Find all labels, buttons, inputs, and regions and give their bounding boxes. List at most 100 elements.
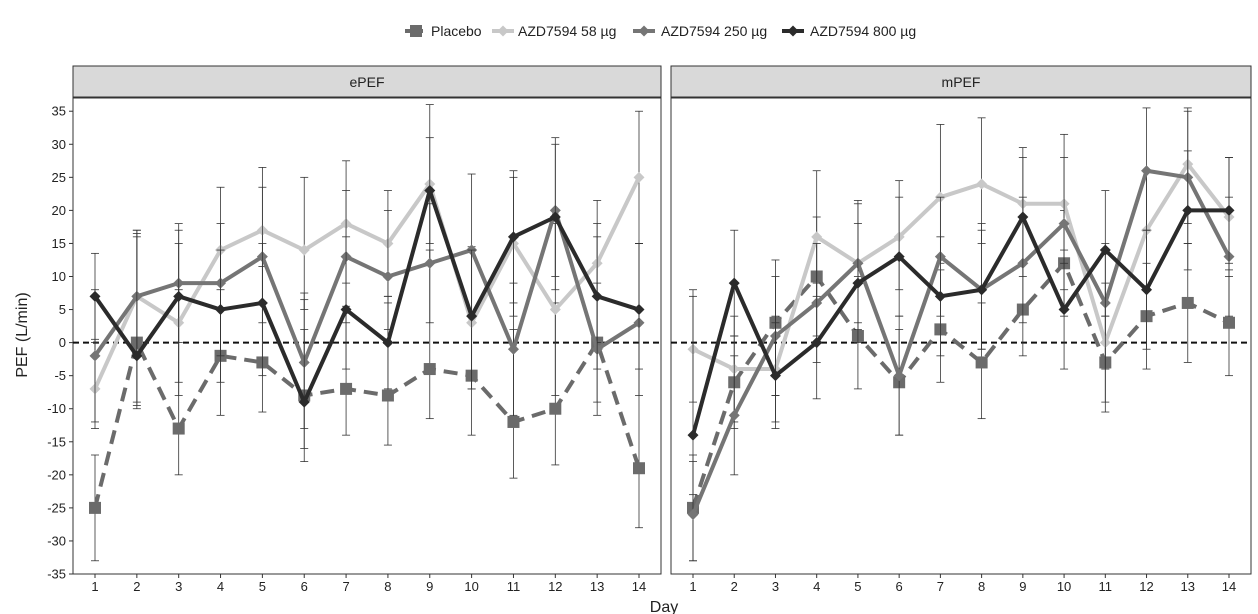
- legend-item: AZD7594 800 µg: [782, 23, 916, 39]
- data-point: [549, 304, 561, 316]
- y-tick-label: 0: [59, 335, 66, 350]
- data-point: [256, 297, 268, 309]
- data-point: [811, 337, 823, 349]
- data-point: [382, 337, 394, 349]
- legend-label: AZD7594 800 µg: [810, 23, 916, 39]
- data-point: [89, 290, 101, 302]
- x-tick-label: 2: [133, 579, 140, 594]
- data-point: [811, 231, 823, 243]
- x-tick-label: 3: [175, 579, 182, 594]
- data-point: [852, 277, 864, 289]
- x-tick-label: 1: [91, 579, 98, 594]
- x-tick-label: 12: [1139, 579, 1153, 594]
- data-point: [507, 343, 519, 355]
- data-point: [89, 350, 101, 362]
- x-tick-label: 7: [342, 579, 349, 594]
- data-point: [89, 501, 101, 514]
- data-point: [687, 509, 699, 520]
- legend-label: AZD7594 58 µg: [518, 23, 616, 39]
- data-point: [633, 462, 645, 475]
- series-azd7594-800-g: [89, 137, 645, 463]
- data-point: [424, 257, 436, 269]
- series-line: [93, 208, 641, 365]
- data-point: [975, 356, 988, 369]
- x-tick-label: 5: [259, 579, 266, 594]
- data-point: [1058, 304, 1070, 316]
- data-point: [976, 178, 988, 190]
- data-point: [976, 284, 988, 296]
- data-point: [1223, 316, 1235, 329]
- legend-item: Placebo: [405, 23, 482, 39]
- data-point: [893, 251, 905, 263]
- y-tick-label: 10: [52, 269, 66, 284]
- y-tick-label: -35: [47, 567, 66, 582]
- x-axis-label: Day: [650, 599, 678, 614]
- y-tick-label: -30: [47, 533, 66, 548]
- x-tick-label: 2: [731, 579, 738, 594]
- y-tick-label: -25: [47, 500, 66, 515]
- y-tick-label: -5: [54, 368, 66, 383]
- legend-item: AZD7594 58 µg: [492, 23, 616, 39]
- panel-title: mPEF: [942, 74, 981, 90]
- y-tick-label: 5: [59, 302, 66, 317]
- legend-label: Placebo: [431, 23, 482, 39]
- x-tick-label: 3: [772, 579, 779, 594]
- legend-marker: [497, 25, 509, 37]
- legend: Placebo AZD7594 58 µg AZD7594 250 µg AZD759…: [405, 23, 916, 39]
- legend-label: AZD7594 250 µg: [661, 23, 767, 39]
- data-point: [507, 231, 519, 243]
- legend-item: AZD7594 250 µg: [633, 23, 767, 39]
- series-placebo: [687, 209, 1235, 562]
- data-point: [507, 415, 520, 428]
- data-point: [1099, 244, 1111, 256]
- plot-area: [670, 97, 1252, 575]
- x-tick-label: 5: [854, 579, 861, 594]
- data-point: [172, 422, 185, 435]
- plot-area: [72, 97, 662, 575]
- x-tick-label: 14: [1222, 579, 1236, 594]
- legend-marker: [787, 25, 799, 37]
- series-line: [93, 188, 640, 405]
- series-azd7594-250-g: [89, 137, 645, 429]
- x-tick-label: 13: [590, 579, 604, 594]
- data-point: [423, 363, 436, 376]
- data-point: [1141, 165, 1153, 177]
- x-tick-label: 10: [1057, 579, 1071, 594]
- x-tick-label: 4: [813, 579, 820, 594]
- data-point: [549, 402, 562, 415]
- data-point: [424, 185, 436, 197]
- data-point: [1182, 204, 1194, 216]
- y-tick-label: 20: [52, 203, 66, 218]
- series-azd7594-250-g: [687, 107, 1235, 562]
- x-tick-label: 9: [1019, 579, 1026, 594]
- data-point: [1017, 211, 1029, 223]
- legend-marker: [410, 25, 422, 37]
- panel-strip: [670, 65, 1252, 98]
- data-point: [728, 277, 740, 289]
- data-point: [215, 304, 227, 316]
- y-tick-label: -10: [47, 401, 66, 416]
- series-line: [691, 261, 1230, 509]
- y-tick-label: 15: [52, 236, 66, 251]
- series-line: [93, 340, 641, 509]
- data-point: [131, 350, 143, 362]
- data-point: [381, 389, 394, 402]
- x-tick-label: 13: [1181, 579, 1195, 594]
- series-azd7594-58-g: [89, 104, 645, 429]
- data-point: [1181, 296, 1194, 309]
- data-point: [173, 290, 185, 302]
- data-point: [466, 310, 478, 322]
- data-point: [340, 382, 353, 395]
- x-tick-label: 6: [896, 579, 903, 594]
- data-point: [934, 290, 946, 302]
- data-point: [769, 370, 781, 382]
- y-tick-label: 25: [52, 170, 66, 185]
- x-tick-label: 9: [426, 579, 433, 594]
- y-axis-label: PEF (L/min): [14, 292, 31, 377]
- data-point: [633, 171, 645, 183]
- series-azd7594-800-g: [687, 150, 1235, 496]
- y-tick-label: -15: [47, 434, 66, 449]
- x-tick-label: 11: [507, 579, 521, 594]
- data-point: [591, 290, 603, 302]
